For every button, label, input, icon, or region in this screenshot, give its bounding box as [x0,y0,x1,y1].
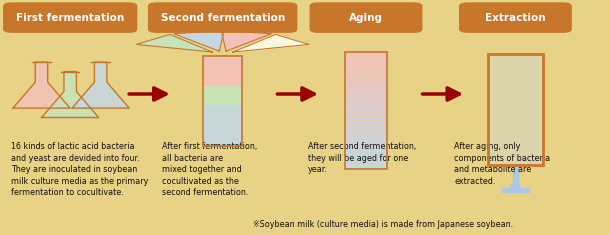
Text: After first fermentation,
all bacteria are
mixed together and
cocultivated as th: After first fermentation, all bacteria a… [162,142,257,197]
Bar [345,126,387,130]
Bar [345,145,387,150]
Text: 16 kinds of lactic acid bacteria
and yeast are devided into four.
They are inocu: 16 kinds of lactic acid bacteria and yea… [11,142,148,197]
FancyBboxPatch shape [459,2,572,33]
Bar [345,165,387,169]
Bar [345,122,387,126]
Bar [345,79,387,83]
Bar [345,102,387,106]
FancyBboxPatch shape [3,2,137,33]
Bar [345,141,387,146]
Bar [345,118,387,122]
Polygon shape [72,62,129,108]
Text: Extraction: Extraction [485,13,546,23]
Polygon shape [136,34,212,52]
Bar [345,94,387,99]
Bar [513,164,518,188]
Polygon shape [233,34,309,52]
Bar [345,157,387,161]
Bar [501,188,529,192]
Bar [345,149,387,153]
Bar [345,71,387,75]
Bar [203,106,243,146]
Bar [203,56,243,146]
Bar [345,98,387,103]
Bar [488,54,543,164]
Bar [345,59,387,63]
Polygon shape [174,30,224,51]
Bar [345,63,387,67]
Polygon shape [221,30,271,51]
Bar [345,114,387,118]
Text: Aging: Aging [349,13,383,23]
FancyBboxPatch shape [309,2,422,33]
Text: After aging, only
components of bacteria
and metabolite are
extracted.: After aging, only components of bacteria… [454,142,551,185]
Text: After second fermentation,
they will be aged for one
year.: After second fermentation, they will be … [308,142,416,174]
Bar [345,82,387,87]
Bar [345,161,387,165]
Text: First fermentation: First fermentation [16,13,124,23]
Bar [345,86,387,91]
Bar [345,110,387,114]
Bar [345,137,387,142]
Polygon shape [13,62,70,108]
FancyBboxPatch shape [148,2,298,33]
Bar [345,55,387,59]
Bar [345,90,387,95]
Circle shape [511,184,520,188]
Bar [488,54,543,164]
Text: Second fermentation: Second fermentation [160,13,285,23]
Bar [345,153,387,157]
Text: ※Soybean milk (culture media) is made from Japanese soybean.: ※Soybean milk (culture media) is made fr… [253,220,513,229]
Bar [203,86,243,106]
Bar [203,56,243,86]
Polygon shape [41,71,99,118]
Bar [345,67,387,71]
Bar [345,51,387,56]
Bar [345,52,387,169]
Bar [345,133,387,138]
Bar [345,129,387,134]
Bar [345,75,387,79]
Bar [345,106,387,110]
